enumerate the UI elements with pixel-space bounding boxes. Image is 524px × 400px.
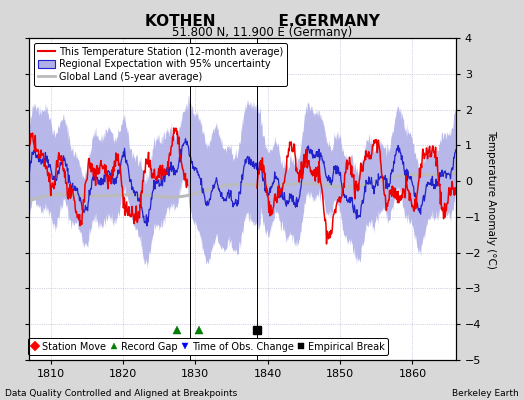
Y-axis label: Temperature Anomaly (°C): Temperature Anomaly (°C) [486, 130, 496, 268]
Legend: Station Move, Record Gap, Time of Obs. Change, Empirical Break: Station Move, Record Gap, Time of Obs. C… [28, 338, 388, 355]
Text: 51.800 N, 11.900 E (Germany): 51.800 N, 11.900 E (Germany) [172, 26, 352, 39]
Text: KOTHEN            E.GERMANY: KOTHEN E.GERMANY [145, 14, 379, 29]
Text: Berkeley Earth: Berkeley Earth [452, 389, 519, 398]
Text: Data Quality Controlled and Aligned at Breakpoints: Data Quality Controlled and Aligned at B… [5, 389, 237, 398]
